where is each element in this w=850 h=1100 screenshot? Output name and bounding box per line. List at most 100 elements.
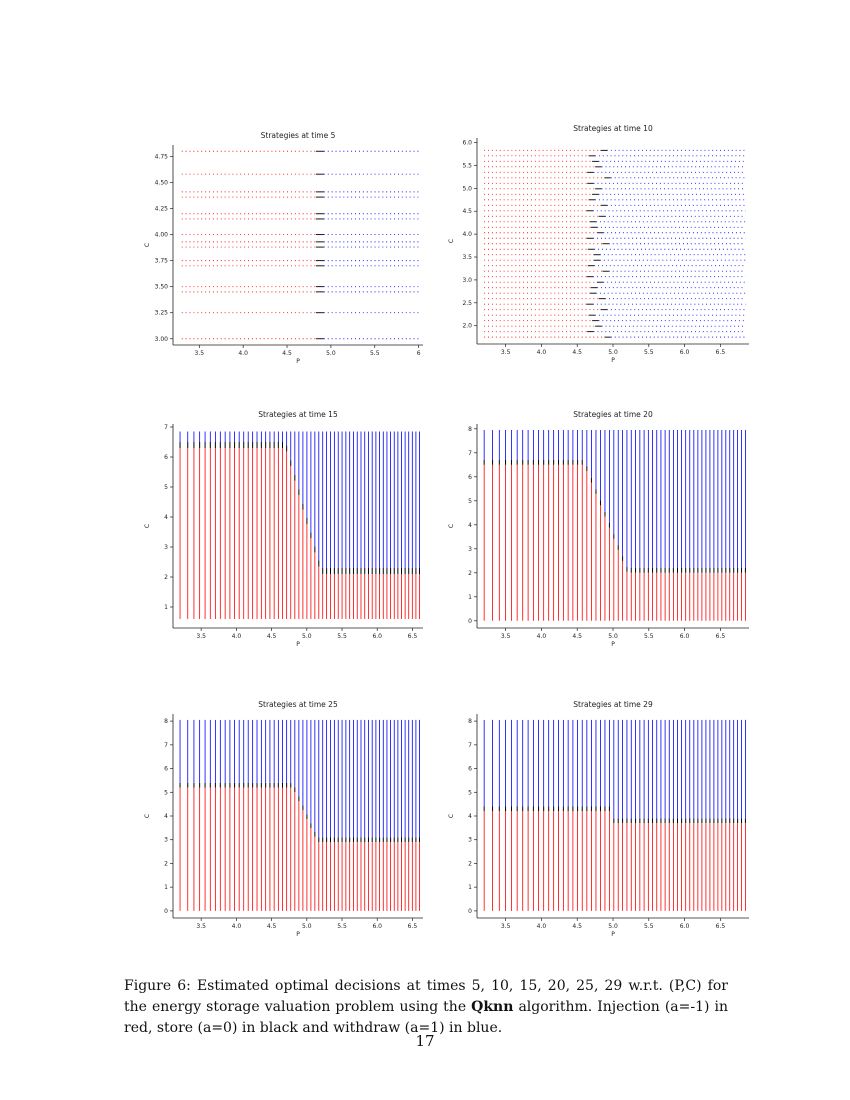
y-tick-label: 1 xyxy=(468,884,472,891)
y-tick-label: 3.50 xyxy=(155,284,169,291)
data-marks xyxy=(181,150,419,340)
chart-title: Strategies at time 15 xyxy=(258,410,338,419)
y-tick-label: 4.50 xyxy=(155,180,169,187)
y-tick-label: 8 xyxy=(468,426,472,433)
y-tick-label: 7 xyxy=(164,424,168,431)
caption-text-1: Estimated optimal decisions at times 5, … xyxy=(124,978,728,1015)
x-tick-label: 4.5 xyxy=(572,923,582,930)
x-tick-label: 6.5 xyxy=(716,349,726,356)
y-tick-label: 0 xyxy=(164,908,168,915)
y-tick-label: 6 xyxy=(164,454,168,461)
y-tick-label: 5.0 xyxy=(462,185,472,192)
y-tick-label: 6 xyxy=(164,766,168,773)
y-tick-label: 7 xyxy=(468,742,472,749)
y-tick-label: 6.0 xyxy=(462,140,472,147)
y-tick-label: 7 xyxy=(468,450,472,457)
chart-time-5: Strategies at time 5 3.5 4.0 4.5 5.0 5.5 6 3.00… xyxy=(140,128,430,374)
x-tick-label: 6.0 xyxy=(372,633,382,640)
y-tick-label: 3.5 xyxy=(462,254,472,261)
chart-time-20: Strategies at time 20 3.5 4.0 4.5 5.0 5.5 6.0 6… xyxy=(444,408,754,654)
y-tick-label: 1 xyxy=(164,604,168,611)
x-tick-label: 5.5 xyxy=(337,633,347,640)
y-tick-label: 4 xyxy=(164,813,168,820)
x-tick-label: 3.5 xyxy=(196,633,206,640)
y-tick-label: 3 xyxy=(468,546,472,553)
caption-label: Figure 6: xyxy=(124,978,191,994)
y-axis-label: C xyxy=(144,243,151,247)
y-axis-label: C xyxy=(144,814,151,818)
x-tick-label: 3.5 xyxy=(195,350,205,357)
y-tick-label: 4.0 xyxy=(462,231,472,238)
y-tick-label: 4 xyxy=(164,514,168,521)
y-tick-label: 2 xyxy=(164,860,168,867)
y-tick-label: 4 xyxy=(468,522,472,529)
chart-title: Strategies at time 25 xyxy=(258,700,338,709)
y-tick-label: 3.00 xyxy=(155,336,169,343)
x-axis-label: P xyxy=(296,358,300,365)
y-tick-label: 7 xyxy=(164,742,168,749)
x-tick-label: 5.5 xyxy=(644,349,654,356)
y-tick-label: 3 xyxy=(468,837,472,844)
x-tick-label: 5.5 xyxy=(337,923,347,930)
x-tick-label: 4.5 xyxy=(282,350,292,357)
x-tick-label: 6.0 xyxy=(680,349,690,356)
y-axis-label: C xyxy=(144,524,151,528)
data-marks xyxy=(483,430,746,621)
x-tick-label: 5.0 xyxy=(302,633,312,640)
x-tick-label: 5.0 xyxy=(608,349,618,356)
y-tick-label: 3.0 xyxy=(462,277,472,284)
chart-time-10: Strategies at time 10 3.5 4.0 4.5 5.0 5.5 6.0 6… xyxy=(444,124,754,370)
y-axis-label: C xyxy=(448,239,455,243)
y-tick-label: 2 xyxy=(468,860,472,867)
y-tick-label: 5 xyxy=(468,498,472,505)
y-tick-label: 1 xyxy=(468,594,472,601)
chart-title: Strategies at time 5 xyxy=(261,131,336,140)
y-tick-label: 3 xyxy=(164,837,168,844)
x-axis-label: P xyxy=(611,931,615,938)
data-marks xyxy=(179,431,420,619)
x-tick-label: 3.5 xyxy=(501,349,511,356)
chart-svg-time-25: Strategies at time 25 3.5 4.0 4.5 5.0 5.5 6.0 6… xyxy=(144,700,423,938)
y-tick-label: 2.0 xyxy=(462,323,472,330)
data-marks xyxy=(484,149,746,338)
chart-svg-time-29: Strategies at time 29 3.5 4.0 4.5 5.0 5.5 6.0 6… xyxy=(448,700,749,938)
x-tick-label: 4.0 xyxy=(537,923,547,930)
y-tick-label: 0 xyxy=(468,908,472,915)
y-tick-label: 4 xyxy=(468,813,472,820)
x-tick-label: 6 xyxy=(417,350,421,357)
x-axis-label: P xyxy=(296,931,300,938)
chart-time-29: Strategies at time 29 3.5 4.0 4.5 5.0 5.5 6.0 6… xyxy=(444,696,754,942)
chart-svg-time-20: Strategies at time 20 3.5 4.0 4.5 5.0 5.5 6.0 6… xyxy=(448,410,749,648)
x-tick-label: 5.5 xyxy=(644,633,654,640)
x-tick-label: 6.5 xyxy=(716,633,726,640)
y-tick-label: 0 xyxy=(468,618,472,625)
y-tick-label: 5.5 xyxy=(462,162,472,169)
chart-time-25: Strategies at time 25 3.5 4.0 4.5 5.0 5.5 6.0 6… xyxy=(140,696,430,942)
y-tick-label: 4.75 xyxy=(155,153,169,160)
y-tick-label: 4.5 xyxy=(462,208,472,215)
x-tick-label: 3.5 xyxy=(501,633,511,640)
x-tick-label: 4.5 xyxy=(267,923,277,930)
y-tick-label: 8 xyxy=(468,718,472,725)
chart-title: Strategies at time 29 xyxy=(573,700,653,709)
caption-text-2: algorithm. Injection (a=-1) in red, stor… xyxy=(124,999,729,1036)
x-tick-label: 4.5 xyxy=(572,633,582,640)
page-number: 17 xyxy=(415,1032,435,1050)
y-tick-label: 3.25 xyxy=(155,310,169,317)
x-tick-label: 5.0 xyxy=(302,923,312,930)
y-tick-label: 5 xyxy=(164,789,168,796)
y-tick-label: 2.5 xyxy=(462,300,472,307)
x-tick-label: 6.5 xyxy=(408,923,418,930)
x-tick-label: 6.0 xyxy=(680,923,690,930)
x-tick-label: 5.5 xyxy=(644,923,654,930)
y-axis-label: C xyxy=(448,814,455,818)
x-tick-label: 5.5 xyxy=(370,350,380,357)
chart-title: Strategies at time 10 xyxy=(573,124,653,133)
x-tick-label: 4.0 xyxy=(238,350,248,357)
data-marks xyxy=(483,719,746,911)
y-tick-label: 3 xyxy=(164,544,168,551)
x-axis-label: P xyxy=(611,641,615,648)
caption-algorithm: Qknn xyxy=(471,999,514,1015)
x-axis-label: P xyxy=(296,641,300,648)
x-tick-label: 3.5 xyxy=(196,923,206,930)
